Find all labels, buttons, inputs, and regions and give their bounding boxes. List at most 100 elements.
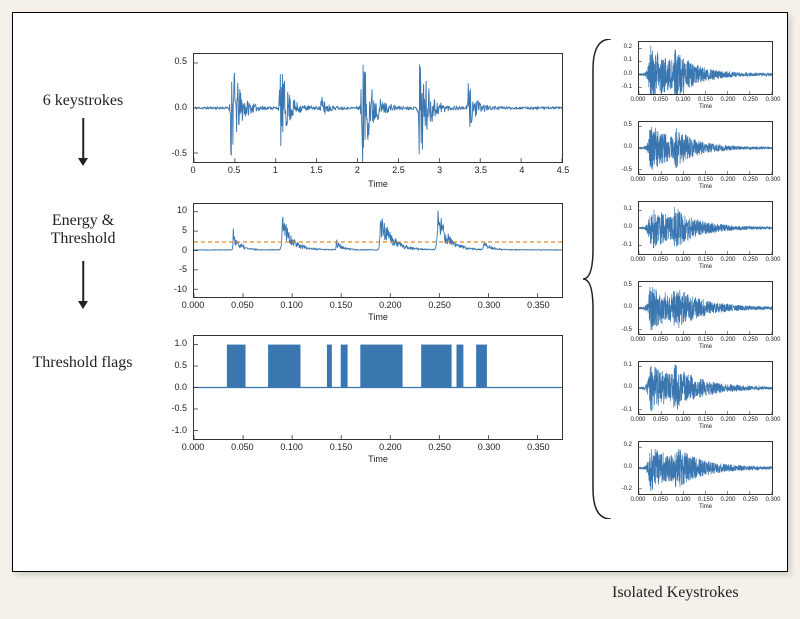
xtick-label: 0.250 — [739, 337, 763, 343]
mini-xlabel: Time — [699, 184, 712, 190]
xtick-label: 0.100 — [671, 337, 695, 343]
xtick-label: 0.200 — [716, 497, 740, 503]
xtick-label: 0.250 — [428, 442, 452, 452]
xtick-label: 0.300 — [761, 177, 785, 183]
xtick-label: 0.000 — [181, 300, 205, 310]
xtick-label: 0.250 — [739, 497, 763, 503]
ytick-label: 0.0 — [174, 382, 187, 392]
ytick-label: -0.5 — [622, 327, 632, 333]
xtick-label: 0.200 — [716, 97, 740, 103]
mini-keystroke-3 — [638, 281, 773, 335]
brace-icon — [581, 39, 615, 519]
xtick-label: 0.050 — [649, 497, 673, 503]
xtick-label: 0.300 — [761, 337, 785, 343]
xtick-label: 0.200 — [716, 257, 740, 263]
xtick-label: 0.150 — [329, 300, 353, 310]
xtick-label: 0.100 — [671, 497, 695, 503]
xtick-label: 2 — [345, 165, 369, 175]
ytick-label: 0.1 — [624, 206, 632, 212]
xtick-label: 0.100 — [671, 417, 695, 423]
ytick-label: -0.5 — [171, 403, 187, 413]
mini-keystroke-1 — [638, 121, 773, 175]
xtick-label: 0.050 — [649, 97, 673, 103]
xtick-label: 0.350 — [526, 442, 550, 452]
xtick-label: 0 — [181, 165, 205, 175]
xtick-label: 0.050 — [230, 300, 254, 310]
xtick-label: 0.000 — [626, 97, 650, 103]
xtick-label: 4 — [510, 165, 534, 175]
mini-xlabel: Time — [699, 104, 712, 110]
stage-label-2a: Energy & — [23, 211, 143, 230]
xtick-label: 2.5 — [387, 165, 411, 175]
xtick-label: 0.200 — [716, 337, 740, 343]
ytick-label: -5 — [179, 264, 187, 274]
xtick-label: 0.100 — [280, 442, 304, 452]
ytick-label: 0.5 — [624, 282, 632, 288]
mini-keystroke-5 — [638, 441, 773, 495]
ytick-label: 0.0 — [624, 384, 632, 390]
xtick-label: 0.000 — [181, 442, 205, 452]
ytick-label: 0.5 — [624, 122, 632, 128]
mini-xlabel: Time — [699, 504, 712, 510]
xtick-label: 0.000 — [626, 257, 650, 263]
plot-keystrokes — [193, 53, 563, 163]
xtick-label: 0.300 — [761, 497, 785, 503]
xtick-label: 0.250 — [739, 97, 763, 103]
xtick-label: 0.050 — [230, 442, 254, 452]
xtick-label: 0.150 — [694, 257, 718, 263]
xtick-label: 0.250 — [739, 257, 763, 263]
xtick-label: 0.150 — [694, 497, 718, 503]
plot3-xlabel: Time — [368, 454, 388, 464]
ytick-label: 0.0 — [624, 144, 632, 150]
ytick-label: 0.0 — [174, 102, 187, 112]
ytick-label: 0.0 — [624, 224, 632, 230]
ytick-label: -0.5 — [171, 148, 187, 158]
xtick-label: 0.000 — [626, 497, 650, 503]
xtick-label: 0.150 — [694, 97, 718, 103]
xtick-label: 0.000 — [626, 337, 650, 343]
ytick-label: 0.0 — [624, 464, 632, 470]
ytick-label: -0.2 — [622, 486, 632, 492]
xtick-label: 0.150 — [329, 442, 353, 452]
xtick-label: 0.250 — [739, 177, 763, 183]
ytick-label: 0.5 — [174, 56, 187, 66]
mini-keystroke-0 — [638, 41, 773, 95]
mini-xlabel: Time — [699, 344, 712, 350]
xtick-label: 1 — [263, 165, 287, 175]
ytick-label: 0.2 — [624, 44, 632, 50]
stage-label-1: 6 keystrokes — [23, 91, 143, 110]
xtick-label: 0.300 — [477, 300, 501, 310]
xtick-label: 0.200 — [378, 442, 402, 452]
isolated-label: Isolated Keystrokes — [612, 584, 739, 602]
xtick-label: 0.050 — [649, 417, 673, 423]
xtick-label: 3 — [428, 165, 452, 175]
xtick-label: 3.5 — [469, 165, 493, 175]
ytick-label: 0.1 — [624, 362, 632, 368]
xtick-label: 0.150 — [694, 177, 718, 183]
plot2-xlabel: Time — [368, 312, 388, 322]
ytick-label: 0.0 — [624, 304, 632, 310]
xtick-label: 0.050 — [649, 177, 673, 183]
ytick-label: 5 — [182, 225, 187, 235]
ytick-label: -1.0 — [171, 425, 187, 435]
ytick-label: 0.1 — [624, 57, 632, 63]
ytick-label: 0.2 — [624, 442, 632, 448]
xtick-label: 4.5 — [551, 165, 575, 175]
stage-label-3: Threshold flags — [15, 353, 150, 372]
xtick-label: 0.250 — [428, 300, 452, 310]
xtick-label: 0.150 — [694, 337, 718, 343]
figure-frame: 6 keystrokes Energy & Threshold Threshol… — [12, 12, 788, 572]
xtick-label: 0.100 — [671, 257, 695, 263]
xtick-label: 0.100 — [671, 177, 695, 183]
mini-keystroke-4 — [638, 361, 773, 415]
xtick-label: 0.050 — [649, 257, 673, 263]
ytick-label: 0 — [182, 245, 187, 255]
ytick-label: -0.1 — [622, 242, 632, 248]
xtick-label: 0.350 — [526, 300, 550, 310]
xtick-label: 0.100 — [671, 97, 695, 103]
xtick-label: 0.300 — [761, 97, 785, 103]
xtick-label: 1.5 — [304, 165, 328, 175]
ytick-label: 0.0 — [624, 71, 632, 77]
xtick-label: 0.050 — [649, 337, 673, 343]
ytick-label: -0.5 — [622, 167, 632, 173]
